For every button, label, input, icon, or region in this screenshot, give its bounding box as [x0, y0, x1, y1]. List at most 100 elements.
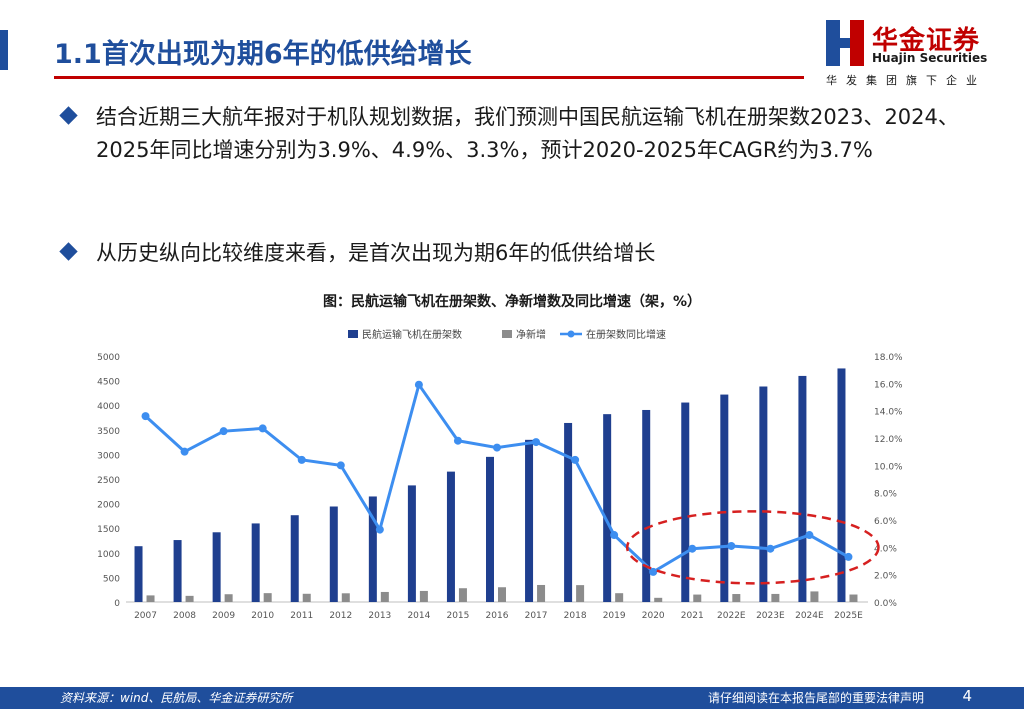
y-left-tick-label: 3500 [97, 427, 120, 437]
x-tick-label: 2015 [446, 611, 469, 621]
bar-fleet [759, 386, 768, 602]
bar-fleet [446, 471, 455, 602]
growth-rate-point [805, 531, 814, 540]
y-left-tick-label: 5000 [97, 353, 120, 363]
legend-label: 民航运输飞机在册架数 [362, 328, 462, 341]
bar-net-new [654, 597, 663, 602]
growth-rate-point [571, 455, 580, 464]
growth-rate-point [727, 541, 736, 550]
growth-rate-point [414, 380, 423, 389]
growth-rate-point [453, 436, 462, 445]
x-tick-label: 2025E [834, 611, 863, 621]
legend-label: 在册架数同比增速 [586, 328, 666, 341]
page-number: 4 [962, 687, 972, 705]
bullet-text: 结合近期三大航年报对于机队规划数据，我们预测中国民航运输飞机在册架数2023、2… [96, 105, 959, 162]
growth-rate-point [336, 461, 345, 470]
growth-rate-point [532, 438, 541, 447]
y-left-tick-label: 1500 [97, 525, 120, 535]
bullet-text: 从历史纵向比较维度来看，是首次出现为期6年的低供给增长 [96, 241, 656, 265]
y-right-tick-label: 4.0% [874, 544, 897, 554]
logo-chinese-name: 华金证券 [872, 26, 981, 56]
bar-net-new [771, 593, 780, 602]
y-left-tick-label: 2000 [97, 501, 120, 511]
growth-rate-line [144, 381, 850, 574]
bar-fleet [134, 546, 143, 602]
bar-net-new [341, 593, 350, 602]
bar-net-new [693, 594, 702, 602]
y-right-tick-label: 16.0% [874, 380, 903, 390]
growth-rate-point [766, 544, 775, 553]
chart-title: 图：民航运输飞机在册架数、净新增数及同比增速（架，%） [322, 294, 702, 310]
footer-source: 资料来源：wind、民航局、华金证券研究所 [60, 691, 293, 705]
bar-fleet [486, 456, 494, 602]
y-left-tick-label: 4000 [97, 402, 120, 412]
bar-fleet [368, 496, 377, 602]
growth-rate-point [258, 424, 267, 433]
legend-swatch [348, 330, 358, 338]
huajin-logo-icon [826, 20, 864, 66]
legend-marker [567, 330, 575, 338]
bar-fleet [798, 375, 807, 602]
y-right-tick-label: 6.0% [874, 517, 897, 527]
bar-net-new [458, 588, 467, 602]
growth-rate-point [610, 531, 619, 540]
bar-fleet [251, 523, 260, 602]
growth-rate-point [649, 567, 658, 576]
x-tick-label: 2007 [134, 611, 157, 621]
bar-fleet [642, 409, 651, 602]
x-tick-label: 2020 [642, 611, 665, 621]
growth-rate-point [219, 427, 228, 436]
x-tick-label: 2017 [525, 611, 548, 621]
y-left-tick-label: 500 [103, 574, 120, 584]
bar-net-new [302, 593, 311, 602]
x-tick-label: 2016 [486, 611, 509, 621]
bar-fleet [525, 439, 534, 602]
x-tick-label: 2014 [407, 611, 430, 621]
y-left-tick-label: 3000 [97, 451, 120, 461]
bar-net-new [185, 595, 194, 602]
bullet-diamond-icon [59, 106, 78, 125]
x-tick-label: 2024E [795, 611, 824, 621]
bar-fleet [212, 532, 221, 602]
y-right-tick-label: 10.0% [874, 462, 903, 472]
bar-net-new [498, 587, 506, 602]
legend-label: 净新增 [516, 328, 546, 341]
bar-net-new [224, 594, 233, 602]
x-tick-label: 2021 [681, 611, 704, 621]
bar-net-new [849, 594, 858, 602]
bar-fleet [837, 368, 846, 602]
x-tick-label: 2018 [564, 611, 587, 621]
legend-swatch [502, 330, 512, 338]
bar-fleet [290, 515, 299, 602]
growth-rate-point [375, 525, 384, 534]
bar-net-new [576, 585, 585, 602]
bar-fleet [720, 394, 729, 602]
highlight-ellipse [625, 510, 880, 585]
y-right-tick-label: 18.0% [874, 353, 903, 363]
growth-rate-point [180, 447, 189, 456]
bar-net-new [380, 591, 389, 602]
y-left-tick-label: 1000 [97, 550, 120, 560]
x-tick-label: 2012 [329, 611, 352, 621]
footer-bar: 资料来源：wind、民航局、华金证券研究所 请仔细阅读在本报告尾部的重要法律声明… [0, 687, 1024, 709]
bar-net-new [615, 593, 624, 602]
y-left-tick-label: 0 [114, 599, 120, 609]
company-logo: 华金证券 Huajin Securities 华发集团旗下企业 [826, 20, 1006, 88]
x-tick-label: 2011 [290, 611, 313, 621]
y-right-tick-label: 14.0% [874, 408, 903, 418]
logo-subtitle: 华发集团旗下企业 [826, 74, 986, 87]
growth-rate-point [493, 443, 501, 452]
y-right-tick-label: 2.0% [874, 572, 897, 582]
growth-rate-point [688, 544, 697, 553]
bar-fleet [681, 402, 690, 602]
title-divider [54, 76, 804, 79]
y-right-tick-label: 0.0% [874, 599, 897, 609]
bar-net-new [537, 584, 546, 602]
bar-net-new [146, 595, 155, 602]
bar-net-new [810, 591, 819, 602]
y-right-tick-label: 8.0% [874, 490, 897, 500]
bar-fleet [173, 540, 182, 602]
growth-rate-point [141, 412, 150, 421]
x-tick-label: 2013 [368, 611, 391, 621]
bar-fleet [564, 422, 573, 602]
